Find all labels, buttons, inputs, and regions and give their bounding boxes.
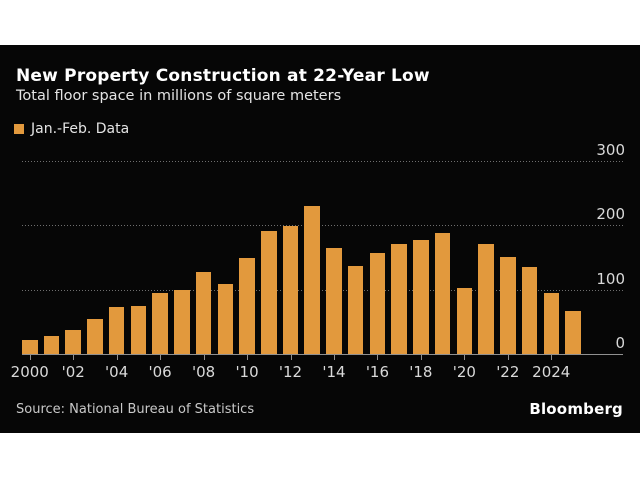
bar-2019 xyxy=(434,233,451,354)
bar-2012 xyxy=(282,225,299,354)
x-axis-label-2006: '06 xyxy=(148,363,172,381)
x-axis-label-2018: '18 xyxy=(409,363,433,381)
chart-subtitle: Total floor space in millions of square … xyxy=(16,88,342,104)
x-tick-2008 xyxy=(203,355,205,360)
bar-2024 xyxy=(543,293,560,354)
bar-2010 xyxy=(239,257,255,354)
x-tick-2016 xyxy=(377,355,379,360)
bar-2014 xyxy=(326,247,342,354)
plot-area: 0 100 200 300 2000 '02 '04 '06 '08 '10 '12 '14 '16 '1… xyxy=(0,45,640,433)
bar-2007 xyxy=(174,290,190,354)
bar-2017 xyxy=(391,244,407,354)
chart-title: New Property Construction at 22-Year Low xyxy=(16,66,430,86)
bar-2002 xyxy=(65,330,81,354)
x-axis-label-2008: '08 xyxy=(191,363,216,381)
bar-2023 xyxy=(521,266,538,354)
legend-label: Jan.-Feb. Data xyxy=(31,121,130,137)
bar-2011 xyxy=(261,231,277,354)
bloomberg-logo: Bloomberg xyxy=(529,400,623,418)
y-axis-label-0: 0 xyxy=(615,334,625,352)
x-axis-label-2010: '10 xyxy=(235,363,259,381)
bar-2022 xyxy=(500,257,516,354)
x-tick-2002 xyxy=(73,355,75,360)
x-axis-label-2016: '16 xyxy=(365,363,390,381)
legend-swatch-icon xyxy=(14,124,24,134)
bar-2008 xyxy=(195,272,212,354)
bar-2015 xyxy=(347,266,364,354)
x-axis-label-2020: '20 xyxy=(452,363,476,381)
source-note: Source: National Bureau of Statistics xyxy=(16,402,255,417)
bar-2020 xyxy=(456,287,473,354)
x-axis-label-2002: '02 xyxy=(61,363,85,381)
bar-2004 xyxy=(108,306,125,354)
bar-2006 xyxy=(152,292,168,354)
gridline-200 xyxy=(22,225,623,226)
x-tick-2006 xyxy=(160,355,162,360)
gridline-100 xyxy=(22,289,623,291)
chart-canvas: New Property Construction at 22-Year Low… xyxy=(0,45,640,433)
bar-2001 xyxy=(43,335,60,354)
x-axis-baseline xyxy=(22,354,623,355)
bar-2021 xyxy=(478,244,494,354)
x-tick-2020 xyxy=(464,355,466,360)
x-tick-2018 xyxy=(420,355,422,360)
x-tick-2014 xyxy=(333,355,335,360)
bar-2009 xyxy=(217,284,234,354)
bar-2018 xyxy=(413,239,429,354)
x-tick-2010 xyxy=(247,355,249,360)
gridline-300 xyxy=(22,160,623,162)
x-tick-2000 xyxy=(29,355,31,360)
x-axis-label-2022: '22 xyxy=(496,363,520,381)
x-axis-label-2014: '14 xyxy=(322,363,346,381)
x-axis-label-2012: '12 xyxy=(278,363,303,381)
legend: Jan.-Feb. Data xyxy=(14,121,129,137)
bar-2003 xyxy=(87,318,103,354)
bar-2013 xyxy=(304,206,320,354)
bar-2005 xyxy=(130,305,147,354)
bar-2025 xyxy=(565,311,581,354)
x-axis-label-2024: 2024 xyxy=(532,363,571,381)
x-tick-2012 xyxy=(290,355,292,360)
x-axis-label-2004: '04 xyxy=(105,363,129,381)
x-tick-2024 xyxy=(551,355,553,360)
y-axis-label-200: 200 xyxy=(596,205,625,223)
y-axis-label-300: 300 xyxy=(596,140,625,159)
bar-2016 xyxy=(369,253,386,354)
x-tick-2022 xyxy=(507,355,509,360)
y-axis-label-100: 100 xyxy=(596,269,625,288)
bar-2000 xyxy=(22,339,38,354)
x-axis-label-2000: 2000 xyxy=(10,363,49,381)
x-tick-2004 xyxy=(116,355,118,360)
